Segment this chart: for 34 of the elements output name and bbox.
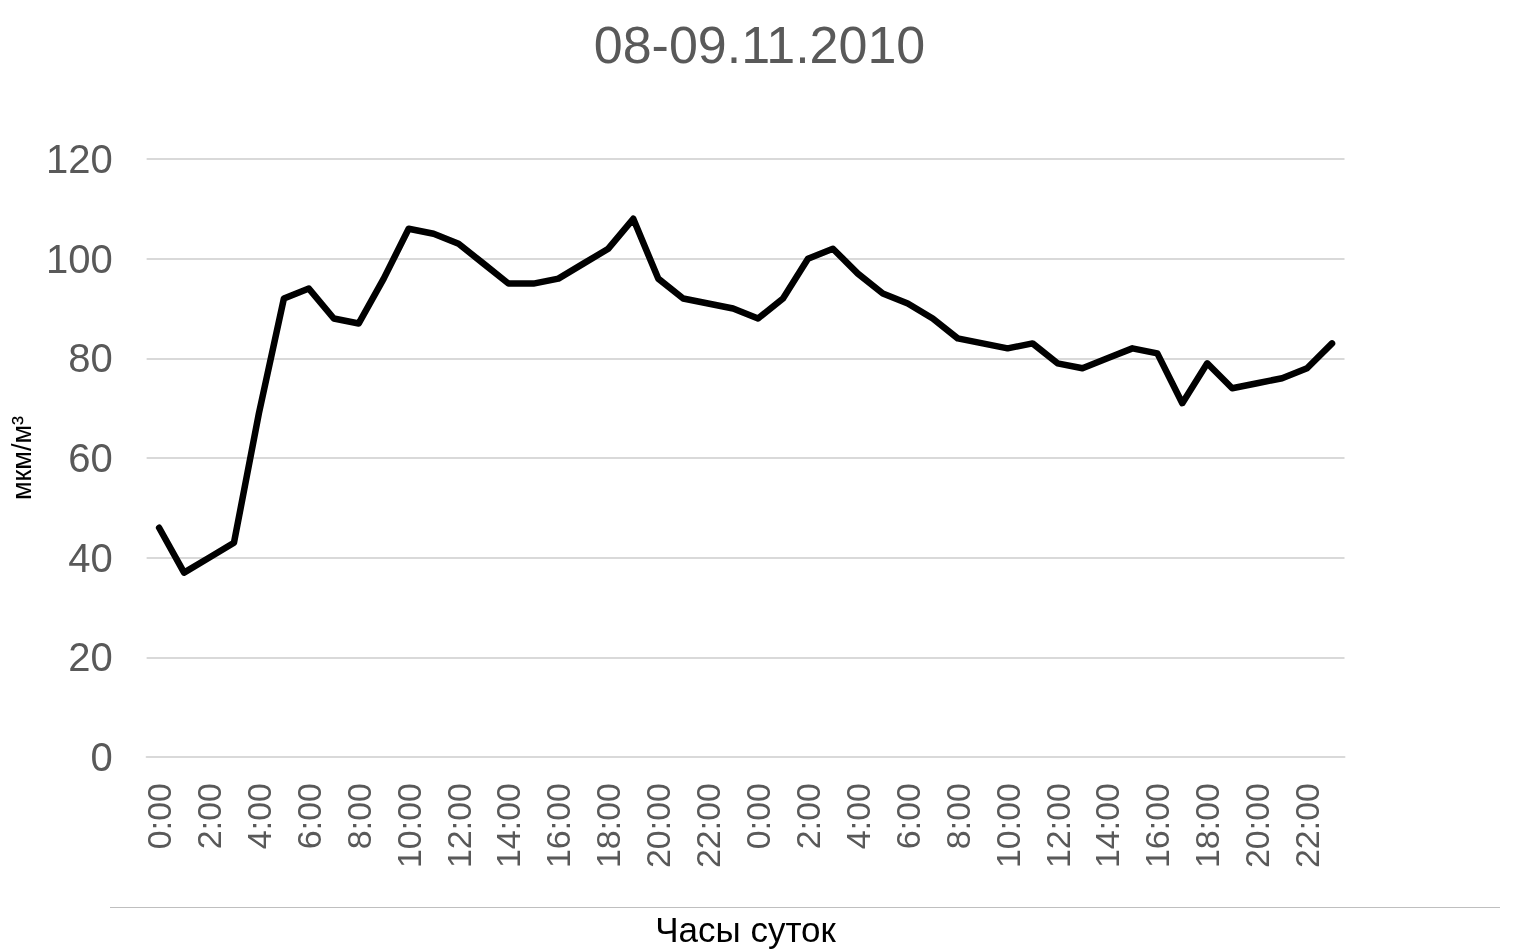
x-tick-label: 20:00	[1238, 783, 1277, 869]
x-tick-label: 8:00	[938, 783, 977, 850]
x-tick-label: 20:00	[639, 783, 678, 869]
x-tick-label: 14:00	[1088, 783, 1127, 869]
x-tick-label: 16:00	[539, 783, 578, 869]
x-tick-label: 14:00	[489, 783, 528, 869]
y-tick-label: 120	[45, 137, 113, 181]
x-tick-label: 18:00	[1188, 783, 1227, 869]
x-tick-label: 12:00	[439, 783, 478, 869]
x-tick-label: 2:00	[788, 783, 827, 850]
y-tick-label: 60	[68, 436, 113, 480]
x-tick-label: 4:00	[838, 783, 877, 850]
x-axis-title: Часы суток	[655, 910, 837, 949]
y-tick-label: 0	[90, 735, 113, 779]
chart-title: 08-09.11.2010	[593, 16, 926, 74]
y-tick-label: 80	[68, 336, 113, 381]
x-tick-label: 6:00	[888, 783, 927, 850]
x-tick-label: 4:00	[239, 783, 278, 850]
x-tick-label: 6:00	[289, 783, 328, 850]
x-tick-label: 22:00	[1288, 783, 1327, 869]
x-tick-label: 0:00	[739, 783, 778, 850]
x-tick-label: 18:00	[589, 783, 628, 869]
x-tick-label: 10:00	[389, 783, 428, 869]
x-tick-label: 0:00	[140, 783, 179, 850]
x-tick-label: 16:00	[1138, 783, 1177, 869]
y-tick-label: 100	[45, 236, 113, 281]
y-tick-label: 40	[68, 535, 113, 580]
x-tick-label: 10:00	[988, 783, 1027, 869]
x-tick-label: 12:00	[1038, 783, 1077, 869]
x-tick-label: 8:00	[339, 783, 378, 850]
y-tick-label: 20	[68, 635, 113, 680]
y-axis-title: мкм/м³	[6, 416, 37, 500]
x-tick-label: 2:00	[190, 783, 229, 850]
x-tick-label: 22:00	[689, 783, 728, 869]
